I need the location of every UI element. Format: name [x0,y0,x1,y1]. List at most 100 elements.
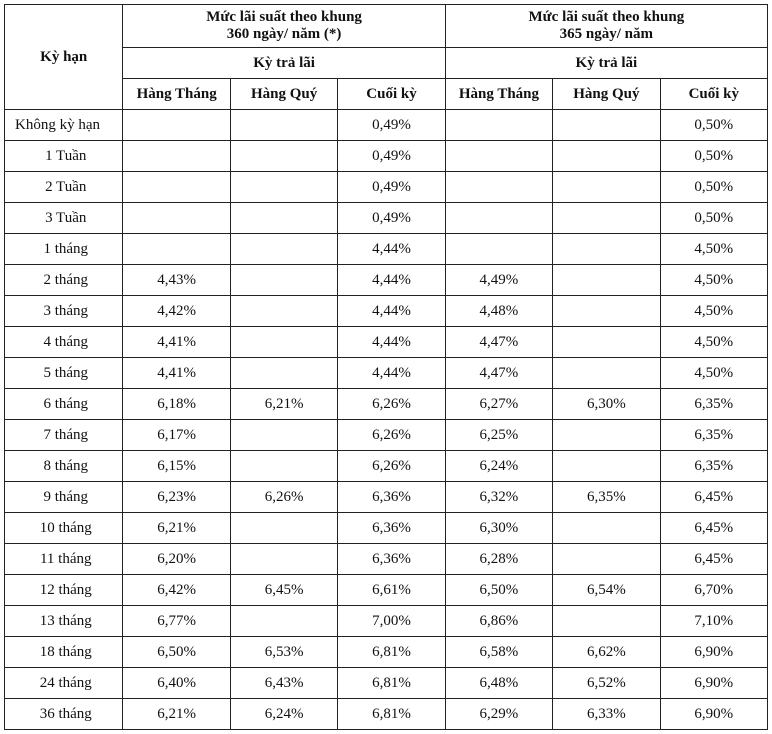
table-row: 9 tháng6,23%6,26%6,36%6,32%6,35%6,45% [5,482,768,513]
cell-e365: 4,50% [660,234,767,265]
cell-e360: 6,81% [338,637,445,668]
cell-e360: 6,81% [338,699,445,730]
cell-term: 11 tháng [5,544,123,575]
cell-e365: 6,70% [660,575,767,606]
cell-q365 [553,544,660,575]
cell-q365 [553,172,660,203]
cell-m365 [445,203,552,234]
cell-term: 13 tháng [5,606,123,637]
cell-e365: 0,50% [660,141,767,172]
cell-e360: 0,49% [338,141,445,172]
cell-q360 [230,110,337,141]
cell-m365: 4,49% [445,265,552,296]
header-group-360: Mức lãi suất theo khung 360 ngày/ năm (*… [123,5,445,48]
cell-e365: 0,50% [660,172,767,203]
header-end-365: Cuối kỳ [660,79,767,110]
cell-e360: 6,26% [338,420,445,451]
cell-term: 2 Tuần [5,172,123,203]
header-payperiod-360: Kỳ trả lãi [123,48,445,79]
cell-e365: 6,45% [660,482,767,513]
cell-m365: 6,50% [445,575,552,606]
cell-term: Không kỳ hạn [5,110,123,141]
table-row: 12 tháng6,42%6,45%6,61%6,50%6,54%6,70% [5,575,768,606]
cell-m360: 6,15% [123,451,230,482]
cell-q360 [230,296,337,327]
table-row: 2 Tuần0,49%0,50% [5,172,768,203]
cell-e365: 4,50% [660,265,767,296]
cell-q365: 6,52% [553,668,660,699]
cell-term: 10 tháng [5,513,123,544]
cell-e365: 6,90% [660,668,767,699]
cell-m360: 4,41% [123,327,230,358]
cell-term: 9 tháng [5,482,123,513]
header-payperiod-365: Kỳ trả lãi [445,48,767,79]
cell-e365: 7,10% [660,606,767,637]
table-row: 1 tháng4,44%4,50% [5,234,768,265]
cell-m360 [123,141,230,172]
cell-q360 [230,544,337,575]
cell-q365: 6,30% [553,389,660,420]
cell-q365 [553,203,660,234]
cell-e365: 6,35% [660,389,767,420]
header-quarterly-360: Hàng Quý [230,79,337,110]
table-row: 1 Tuần 0,49% 0,50% [5,141,768,172]
cell-m360 [123,110,230,141]
cell-e360: 6,36% [338,482,445,513]
cell-q365 [553,451,660,482]
table-row: 8 tháng6,15%6,26%6,24%6,35% [5,451,768,482]
cell-e360: 6,36% [338,544,445,575]
cell-e360: 4,44% [338,358,445,389]
cell-m360: 6,77% [123,606,230,637]
cell-m365: 6,25% [445,420,552,451]
cell-e360: 6,81% [338,668,445,699]
cell-m360: 6,23% [123,482,230,513]
cell-e360: 0,49% [338,203,445,234]
cell-q360 [230,141,337,172]
cell-e360: 6,26% [338,389,445,420]
header-group-365: Mức lãi suất theo khung 365 ngày/ năm [445,5,767,48]
cell-q365: 6,33% [553,699,660,730]
table-header: Kỳ hạn Mức lãi suất theo khung 360 ngày/… [5,5,768,110]
cell-term: 12 tháng [5,575,123,606]
table-row: 10 tháng6,21%6,36%6,30%6,45% [5,513,768,544]
cell-q360: 6,43% [230,668,337,699]
cell-m365: 4,48% [445,296,552,327]
cell-q365 [553,296,660,327]
cell-m360: 6,17% [123,420,230,451]
cell-term: 18 tháng [5,637,123,668]
cell-e365: 0,50% [660,110,767,141]
cell-e365: 0,50% [660,203,767,234]
cell-q360 [230,606,337,637]
cell-e365: 6,45% [660,513,767,544]
cell-term: 36 tháng [5,699,123,730]
cell-q365 [553,110,660,141]
cell-q360 [230,358,337,389]
cell-m360 [123,234,230,265]
cell-term: 24 tháng [5,668,123,699]
cell-m365: 6,24% [445,451,552,482]
cell-q365: 6,35% [553,482,660,513]
cell-q365 [553,358,660,389]
cell-q360: 6,53% [230,637,337,668]
table-row: 2 tháng4,43%4,44%4,49%4,50% [5,265,768,296]
cell-q365 [553,327,660,358]
cell-e360: 4,44% [338,234,445,265]
cell-term: 2 tháng [5,265,123,296]
cell-term: 1 Tuần [5,141,123,172]
cell-m365: 4,47% [445,327,552,358]
table-row: 3 tháng4,42%4,44%4,48%4,50% [5,296,768,327]
table-row: 13 tháng6,77%7,00%6,86%7,10% [5,606,768,637]
cell-q360: 6,26% [230,482,337,513]
table-body: Không kỳ hạn0,49%0,50%1 Tuần0,49%0,50%2 … [5,110,768,730]
cell-e365: 4,50% [660,296,767,327]
cell-m365: 6,28% [445,544,552,575]
cell-q365 [553,513,660,544]
cell-m365 [445,172,552,203]
cell-term: 6 tháng [5,389,123,420]
header-monthly-360: Hàng Tháng [123,79,230,110]
cell-m360: 6,21% [123,513,230,544]
cell-q360 [230,513,337,544]
table-row: 24 tháng6,40%6,43%6,81%6,48%6,52%6,90% [5,668,768,699]
cell-q365 [553,141,660,172]
table-row: 11 tháng6,20%6,36%6,28%6,45% [5,544,768,575]
